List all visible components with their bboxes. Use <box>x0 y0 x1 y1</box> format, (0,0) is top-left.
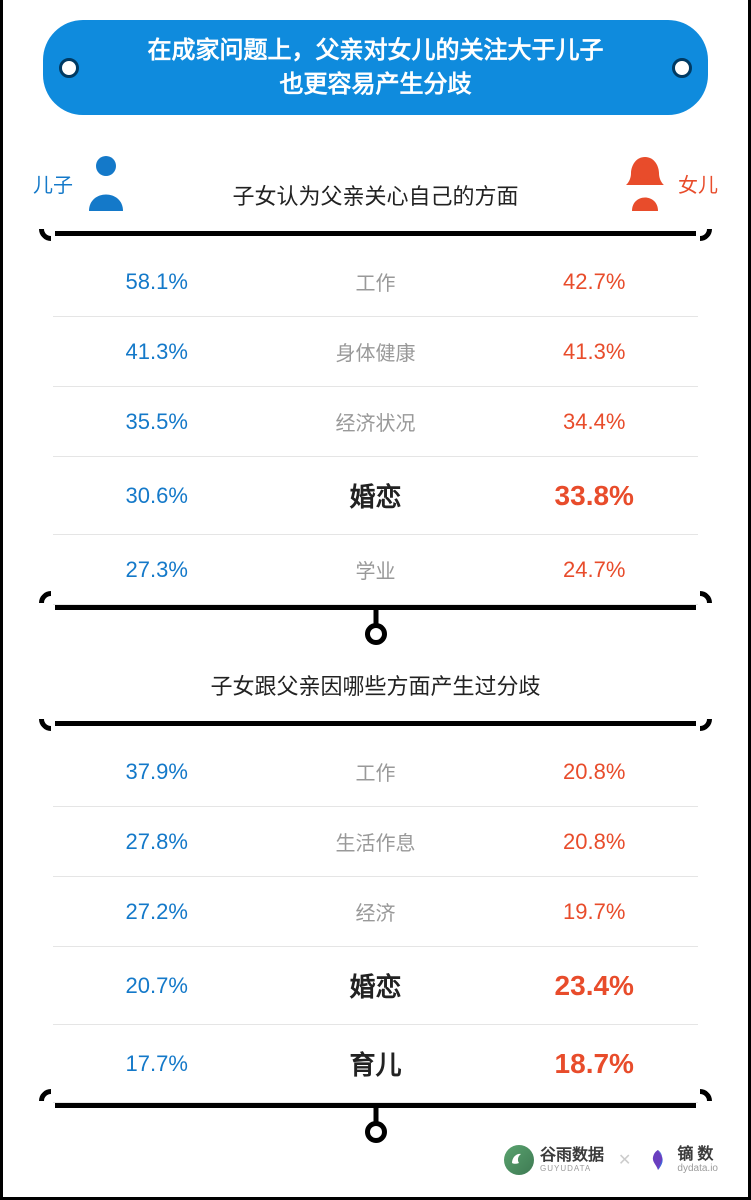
legend-daughter-label: 女儿 <box>678 169 718 198</box>
category-label: 婚恋 <box>251 967 501 1004</box>
data-row: 58.1%工作42.7% <box>53 247 698 317</box>
son-value: 37.9% <box>63 759 251 785</box>
infographic-frame: 在成家问题上，父亲对女儿的关注大于儿子 也更容易产生分歧 儿子 子女认为父亲关心… <box>0 0 751 1200</box>
daughter-value: 19.7% <box>501 899 689 925</box>
data-row: 27.8%生活作息20.8% <box>53 807 698 877</box>
source2-name: 镝数 <box>677 1147 718 1163</box>
son-value: 30.6% <box>63 483 251 509</box>
daughter-value: 34.4% <box>501 409 689 435</box>
daughter-value: 20.8% <box>501 759 689 785</box>
daughter-value: 33.8% <box>501 480 689 512</box>
son-value: 17.7% <box>63 1051 251 1077</box>
son-value: 20.7% <box>63 973 251 999</box>
title-wrap: 在成家问题上，父亲对女儿的关注大于儿子 也更容易产生分歧 <box>3 0 748 125</box>
category-label: 生活作息 <box>251 827 501 856</box>
daughter-value: 18.7% <box>501 1048 689 1080</box>
source1-name: 谷雨数据 <box>540 1148 604 1164</box>
bracket-top-1 <box>39 217 712 247</box>
title-line-1: 在成家问题上，父亲对女儿的关注大于儿子 <box>93 34 658 68</box>
legend-daughter: 女儿 <box>622 155 718 211</box>
source-dydata: 镝数 dydata.io <box>645 1147 718 1174</box>
data-row: 27.3%学业24.7% <box>53 535 698 605</box>
category-label: 工作 <box>251 267 501 296</box>
daughter-value: 41.3% <box>501 339 689 365</box>
bracket-bottom-1 <box>39 605 712 639</box>
category-label: 婚恋 <box>251 477 501 514</box>
title-bar: 在成家问题上，父亲对女儿的关注大于儿子 也更容易产生分歧 <box>43 20 708 115</box>
data-row: 35.5%经济状况34.4% <box>53 387 698 457</box>
source-guyudata: 谷雨数据 GUYUDATA <box>504 1145 604 1175</box>
son-value: 58.1% <box>63 269 251 295</box>
section1-table: 58.1%工作42.7%41.3%身体健康41.3%35.5%经济状况34.4%… <box>33 247 718 605</box>
section2-table: 37.9%工作20.8%27.8%生活作息20.8%27.2%经济19.7%20… <box>33 737 718 1103</box>
son-value: 41.3% <box>63 339 251 365</box>
guyudata-logo-icon <box>504 1145 534 1175</box>
category-label: 身体健康 <box>251 337 501 366</box>
legend-row: 儿子 子女认为父亲关心自己的方面 女儿 <box>3 125 748 211</box>
legend-son: 儿子 <box>33 155 129 211</box>
title-line-2: 也更容易产生分歧 <box>93 68 658 102</box>
source1-sub: GUYUDATA <box>540 1164 604 1173</box>
daughter-value: 24.7% <box>501 557 689 583</box>
data-row: 41.3%身体健康41.3% <box>53 317 698 387</box>
data-row: 20.7%婚恋23.4% <box>53 947 698 1025</box>
dydata-logo-icon <box>645 1147 671 1173</box>
category-label: 经济 <box>251 897 501 926</box>
daughter-value: 42.7% <box>501 269 689 295</box>
category-label: 工作 <box>251 757 501 786</box>
section2-title: 子女跟父亲因哪些方面产生过分歧 <box>3 639 748 701</box>
data-row: 17.7%育儿18.7% <box>53 1025 698 1103</box>
footer-sources: 谷雨数据 GUYUDATA ✕ 镝数 dydata.io <box>3 1137 748 1197</box>
data-row: 27.2%经济19.7% <box>53 877 698 947</box>
legend-son-label: 儿子 <box>33 169 73 198</box>
son-value: 27.2% <box>63 899 251 925</box>
category-label: 经济状况 <box>251 407 501 436</box>
son-icon <box>83 155 129 211</box>
source2-sub: dydata.io <box>677 1163 718 1174</box>
daughter-value: 23.4% <box>501 970 689 1002</box>
son-value: 27.8% <box>63 829 251 855</box>
son-value: 35.5% <box>63 409 251 435</box>
section1-title: 子女认为父亲关心自己的方面 <box>129 179 622 211</box>
category-label: 育儿 <box>251 1045 501 1082</box>
daughter-icon <box>622 155 668 211</box>
section1: 58.1%工作42.7%41.3%身体健康41.3%35.5%经济状况34.4%… <box>3 217 748 639</box>
section2: 37.9%工作20.8%27.8%生活作息20.8%27.2%经济19.7%20… <box>3 707 748 1137</box>
bracket-bottom-2 <box>39 1103 712 1137</box>
source-separator-icon: ✕ <box>618 1150 631 1170</box>
daughter-value: 20.8% <box>501 829 689 855</box>
bracket-top-2 <box>39 707 712 737</box>
son-value: 27.3% <box>63 557 251 583</box>
data-row: 30.6%婚恋33.8% <box>53 457 698 535</box>
category-label: 学业 <box>251 555 501 584</box>
data-row: 37.9%工作20.8% <box>53 737 698 807</box>
